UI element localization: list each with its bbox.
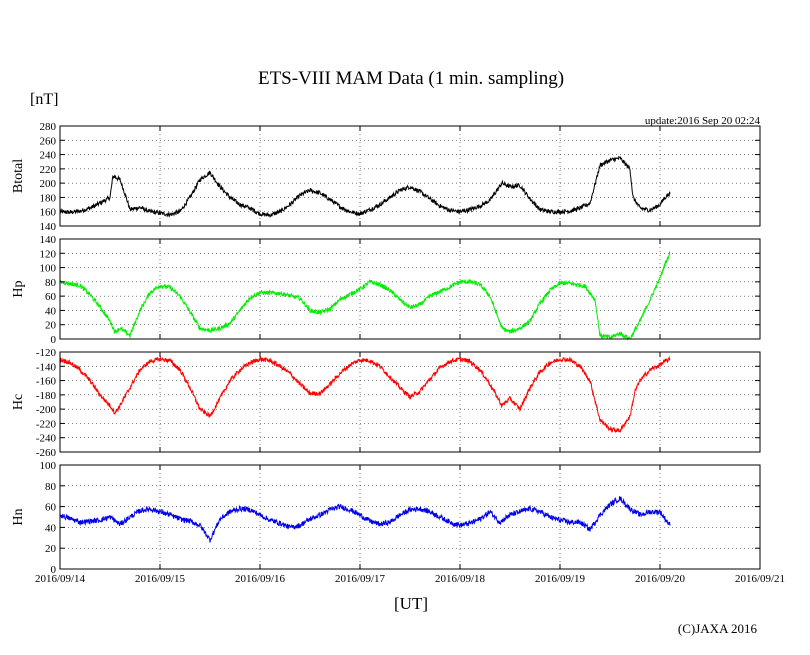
chart-panels: 140160180200220240260280Btotal0204060801…: [11, 121, 761, 576]
y-tick-label: 100: [40, 263, 57, 275]
panel-frame: [59, 125, 761, 227]
panel-btotal: 140 160 180 200 220 240 260 280 Btotal: [11, 121, 761, 233]
series-line-btotal: [59, 155, 671, 218]
x-axis-label: [UT]: [394, 594, 428, 613]
y-tick-label: 80: [45, 481, 57, 493]
unit-label: [nT]: [30, 91, 58, 108]
y-axis-label: Btotal: [11, 159, 26, 193]
y-tick-label: -220: [36, 418, 57, 430]
y-tick-label: 20: [45, 320, 57, 332]
series-line-hn: [59, 496, 671, 543]
panel-hc: -260 -240 -220 -200 -180 -160 -140 -120 Hc: [11, 347, 761, 459]
y-tick-label: 0: [51, 564, 57, 576]
y-tick-label: 220: [40, 164, 57, 176]
y-tick-label: 0: [51, 334, 57, 346]
panel-frame: [59, 464, 761, 570]
y-axis-label: Hn: [11, 508, 26, 525]
x-tick-label: 2016/09/20: [635, 573, 686, 585]
x-axis-ticks: 2016/09/14 2016/09/15 2016/09/16 2016/09/17…: [35, 573, 785, 585]
series-line-hp: [59, 250, 671, 341]
y-tick-label: 60: [45, 291, 57, 303]
y-tick-label: 140: [40, 234, 57, 246]
x-tick-label: 2016/09/19: [535, 573, 586, 585]
y-axis-label: Hp: [11, 280, 26, 297]
y-tick-label: 40: [45, 522, 57, 534]
x-tick-label: 2016/09/21: [735, 573, 785, 585]
copyright-credit: (C)JAXA 2016: [678, 621, 758, 636]
y-tick-label: -120: [36, 347, 57, 359]
y-tick-label: -240: [36, 433, 57, 445]
x-tick-label: 2016/09/15: [135, 573, 186, 585]
y-axis-label: Hc: [11, 394, 26, 410]
y-tick-label: -200: [36, 404, 57, 416]
x-tick-label: 2016/09/16: [235, 573, 286, 585]
y-tick-label: 280: [40, 121, 57, 133]
chart-title: ETS-VIII MAM Data (1 min. sampling): [258, 68, 564, 89]
y-tick-label: 260: [40, 135, 57, 147]
y-tick-label: -180: [36, 390, 57, 402]
panel-frame: [59, 238, 761, 340]
y-tick-label: 140: [40, 221, 57, 233]
y-tick-label: -260: [36, 447, 57, 459]
x-tick-label: 2016/09/14: [35, 573, 86, 585]
y-tick-label: 240: [40, 150, 57, 162]
y-tick-label: 40: [45, 305, 57, 317]
y-tick-label: -140: [36, 361, 57, 373]
x-tick-label: 2016/09/17: [335, 573, 386, 585]
y-tick-label: 160: [40, 207, 57, 219]
y-tick-label: 200: [40, 178, 57, 190]
panel-hp: 0 20 40 60 80 100 120 140 Hp: [11, 234, 761, 346]
x-tick-label: 2016/09/18: [435, 573, 486, 585]
y-tick-label: 60: [45, 502, 57, 514]
y-tick-label: 80: [45, 277, 57, 289]
update-timestamp: update:2016 Sep 20 02:24: [645, 115, 761, 127]
y-tick-label: 20: [45, 543, 57, 555]
y-tick-label: -160: [36, 376, 57, 388]
y-tick-label: 100: [40, 460, 57, 472]
series-line-hc: [59, 355, 671, 434]
panel-frame: [59, 351, 761, 453]
y-tick-label: 120: [40, 248, 57, 260]
y-tick-label: 180: [40, 192, 57, 204]
panel-hn: 0 20 40 60 80 100 Hn: [11, 460, 761, 576]
